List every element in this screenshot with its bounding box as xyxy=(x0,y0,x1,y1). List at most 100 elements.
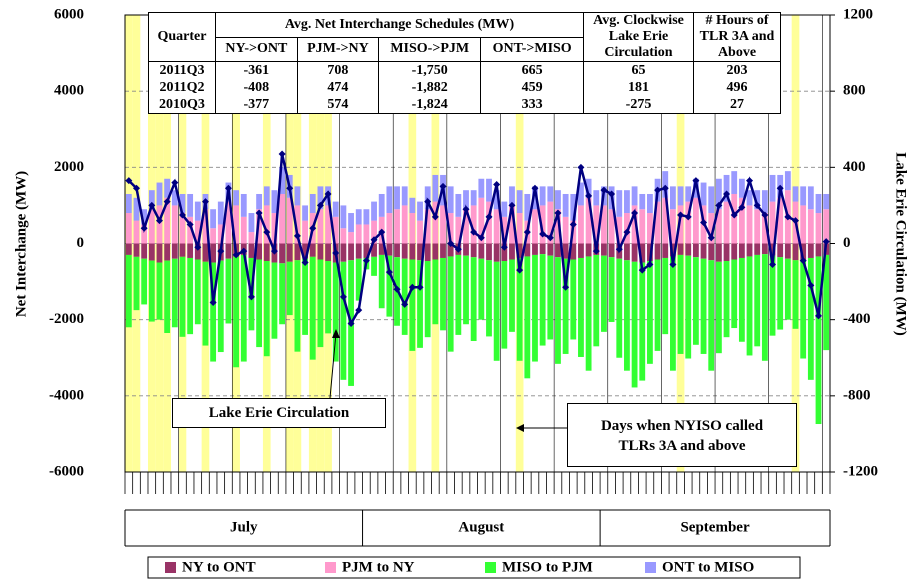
bar-segment xyxy=(179,213,186,244)
circulation-marker xyxy=(753,201,761,209)
bar-segment xyxy=(647,193,653,214)
bar-segment xyxy=(624,213,630,244)
bar-segment xyxy=(194,220,201,244)
bar-segment xyxy=(738,178,745,198)
circulation-marker xyxy=(546,234,554,242)
bar-segment xyxy=(440,205,446,244)
circulation-marker xyxy=(562,283,570,291)
legend-swatch xyxy=(485,562,496,573)
bar-segment xyxy=(685,186,692,202)
circulation-marker xyxy=(746,177,754,185)
bar-segment xyxy=(616,258,623,358)
circulation-marker xyxy=(439,182,447,190)
circulation-marker xyxy=(224,184,232,192)
circulation-marker xyxy=(217,247,225,255)
table-row: 2011Q3 -361 708 -1,750 665 65 203 xyxy=(148,61,781,79)
bar-segment xyxy=(631,261,638,388)
bar-segment xyxy=(486,178,492,202)
circulation-marker xyxy=(301,259,309,267)
circulation-marker xyxy=(516,266,524,274)
summary-table: Quarter Avg. Net Interchange Schedules (M… xyxy=(148,12,781,114)
bar-segment xyxy=(217,224,224,244)
y-axis-title: Net Interchange (MW) xyxy=(13,171,29,317)
table-cell: PJM->NY xyxy=(296,36,380,62)
bar-segment xyxy=(738,257,745,342)
circulation-marker xyxy=(293,232,301,240)
bar-segment xyxy=(417,201,423,221)
circulation-marker xyxy=(654,186,662,194)
bar-segment xyxy=(547,186,554,202)
bar-segment xyxy=(340,261,347,380)
circulation-marker xyxy=(163,198,171,206)
y2-tick-label: 1200 xyxy=(843,6,873,22)
bar-segment xyxy=(738,197,745,244)
bar-segment xyxy=(156,243,163,263)
bar-segment xyxy=(363,243,370,258)
bar-segment xyxy=(746,256,753,356)
circulation-marker xyxy=(761,211,769,219)
bar-segment xyxy=(585,178,592,198)
bar-segment xyxy=(692,197,699,244)
circulation-marker xyxy=(470,228,478,236)
bar-segment xyxy=(302,258,308,335)
bar-segment xyxy=(715,261,722,354)
bar-segment xyxy=(125,243,132,255)
bar-segment xyxy=(363,209,370,225)
bar-segment xyxy=(302,243,308,259)
bar-segment xyxy=(470,205,477,244)
bar-segment xyxy=(440,257,446,331)
bar-segment xyxy=(317,209,324,244)
bar-segment xyxy=(539,243,546,255)
circulation-marker xyxy=(477,234,485,242)
bar-segment xyxy=(769,243,776,256)
table-cell: Avg. Clockwise Lake Erie Circulation xyxy=(583,12,694,62)
table-cell: 574 xyxy=(296,96,380,114)
bar-segment xyxy=(731,243,738,260)
bar-segment xyxy=(509,243,515,260)
bar-segment xyxy=(493,190,500,210)
bar-segment xyxy=(286,243,293,262)
circulation-marker xyxy=(263,228,271,236)
circulation-marker xyxy=(792,217,800,225)
bar-segment xyxy=(677,254,684,354)
legend-swatch xyxy=(325,562,336,573)
bar-segment xyxy=(792,186,799,202)
y2-tick-label: 0 xyxy=(843,235,851,251)
circulation-marker xyxy=(799,257,807,265)
bar-segment xyxy=(279,193,286,244)
bar-segment xyxy=(463,243,469,256)
bar-segment xyxy=(815,193,822,214)
bar-segment xyxy=(210,262,217,362)
bar-segment xyxy=(332,262,339,362)
table-cell: 27 xyxy=(693,96,781,114)
bar-segment xyxy=(371,243,377,257)
bar-segment xyxy=(547,201,554,244)
bar-segment xyxy=(432,174,439,202)
bar-segment xyxy=(401,258,408,335)
bar-segment xyxy=(647,261,653,364)
bar-segment xyxy=(417,220,423,244)
bar-segment xyxy=(355,209,362,225)
bar-segment xyxy=(271,213,278,244)
table-cell: 496 xyxy=(693,79,781,96)
bar-segment xyxy=(807,243,814,258)
bar-segment xyxy=(141,209,148,225)
circulation-marker xyxy=(707,234,715,242)
bar-segment xyxy=(692,257,699,345)
circulation-marker xyxy=(362,257,370,265)
bar-segment xyxy=(723,201,730,244)
circulation-marker xyxy=(178,211,186,219)
bar-segment xyxy=(692,243,699,258)
bar-segment xyxy=(294,260,301,352)
bar-segment xyxy=(240,216,247,244)
bar-segment xyxy=(409,197,416,214)
bar-segment xyxy=(807,257,814,380)
circulation-marker xyxy=(324,190,332,198)
bar-segment xyxy=(455,254,462,335)
bar-segment xyxy=(325,205,331,244)
bar-segment xyxy=(555,243,561,258)
bar-segment xyxy=(156,262,163,320)
circulation-marker xyxy=(385,268,393,276)
annotation-line: Lake Erie Circulation xyxy=(208,405,350,421)
bar-segment xyxy=(562,216,569,244)
